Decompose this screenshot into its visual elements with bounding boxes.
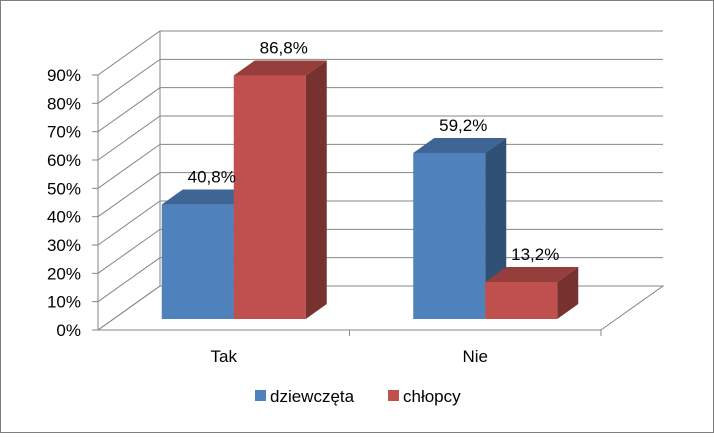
x-axis: Tak Nie (211, 330, 602, 366)
bar (161, 189, 255, 319)
bar-top (233, 60, 327, 76)
data-label: 59,2% (439, 116, 487, 135)
category-label: Nie (462, 347, 488, 366)
bar-side (557, 266, 579, 319)
data-label: 13,2% (511, 245, 559, 264)
bar (233, 60, 327, 319)
category-label: Tak (211, 347, 238, 366)
data-label: 86,8% (260, 39, 308, 58)
y-tick-label: 50% (47, 179, 81, 198)
y-tick-label: 90% (47, 66, 81, 85)
y-axis: 0% 10% 20% 30% 40% 50% 60% 70% 80% 90% (47, 66, 98, 340)
data-labels: 40,8% 86,8% 59,2% 13,2% (188, 39, 560, 264)
y-tick-label: 30% (47, 236, 81, 255)
gridlines (97, 30, 663, 331)
bars (161, 60, 579, 319)
bar-front (233, 75, 306, 319)
bar-top (161, 189, 255, 205)
bar-front (485, 281, 558, 319)
bar-side (305, 60, 327, 319)
legend-label: chłopcy (403, 387, 461, 406)
bar-top (413, 137, 507, 153)
legend-label: dziewczęta (270, 387, 355, 406)
y-tick-label: 70% (47, 123, 81, 142)
y-tick-label: 20% (47, 264, 81, 283)
bar-front (413, 152, 486, 319)
y-tick-label: 60% (47, 151, 81, 170)
legend: dziewczęta chłopcy (255, 387, 461, 406)
y-tick-label: 10% (47, 293, 81, 312)
legend-swatch (388, 390, 399, 401)
y-tick-label: 40% (47, 208, 81, 227)
gridline (97, 58, 663, 104)
y-tick-label: 80% (47, 94, 81, 113)
data-label: 40,8% (188, 168, 236, 187)
gridline (97, 30, 663, 76)
gridline (97, 115, 663, 161)
bar (485, 266, 579, 319)
legend-swatch (255, 390, 266, 401)
y-tick-label: 0% (56, 321, 81, 340)
bar-front (161, 204, 234, 319)
gridline (97, 87, 663, 133)
bar-top (485, 266, 579, 282)
gridline (97, 143, 663, 189)
